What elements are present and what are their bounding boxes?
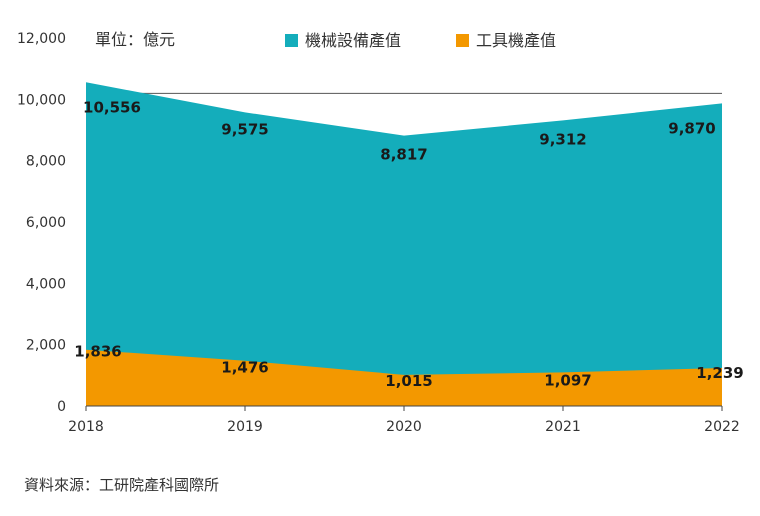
y-tick-label: 10,000	[17, 92, 66, 108]
data-label-machinery: 9,575	[221, 120, 268, 138]
area-machinery-value	[86, 82, 722, 407]
unit-label: 單位：億元	[95, 30, 175, 49]
data-label-machinery: 8,817	[380, 146, 427, 164]
y-tick-label: 12,000	[17, 31, 66, 47]
data-label-machinery: 9,870	[668, 119, 715, 137]
legend-label-tools: 工具機產值	[476, 31, 556, 50]
data-label-tools: 1,239	[696, 364, 743, 382]
y-tick-label: 0	[57, 399, 66, 415]
x-tick-label: 2018	[68, 419, 104, 435]
data-label-tools: 1,836	[74, 343, 121, 361]
area-machine-tool-value	[86, 349, 722, 406]
data-label-tools: 1,476	[221, 359, 268, 377]
x-tick-label: 2021	[545, 419, 581, 435]
data-labels-tools: 1,836 1,476 1,015 1,097 1,239	[74, 343, 743, 390]
legend-item-tools: 工具機產值	[456, 31, 556, 50]
legend: 機械設備產值 工具機產值	[285, 31, 556, 50]
y-tick-label: 4,000	[26, 276, 66, 292]
data-label-machinery: 9,312	[539, 130, 586, 148]
y-axis-ticks: 0 2,000 4,000 6,000 8,000 10,000 12,000	[17, 31, 66, 415]
x-tick-label: 2019	[227, 419, 263, 435]
legend-item-machinery: 機械設備產值	[285, 31, 401, 50]
y-tick-label: 2,000	[26, 338, 66, 354]
data-label-machinery: 10,556	[83, 98, 141, 116]
x-axis-tick-marks	[85, 406, 723, 411]
data-label-tools: 1,015	[385, 372, 432, 390]
y-tick-label: 8,000	[26, 154, 66, 170]
data-label-tools: 1,097	[544, 371, 591, 389]
legend-swatch-tools	[456, 34, 469, 47]
x-tick-label: 2020	[386, 419, 422, 435]
legend-label-machinery: 機械設備產值	[305, 31, 401, 50]
x-tick-label: 2022	[704, 419, 740, 435]
legend-swatch-machinery	[285, 34, 298, 47]
source-note: 資料來源：工研院產科國際所	[24, 476, 220, 494]
data-labels-machinery: 10,556 9,575 8,817 9,312 9,870	[83, 98, 716, 163]
y-tick-label: 6,000	[26, 215, 66, 231]
x-axis-ticks: 2018 2019 2020 2021 2022	[68, 419, 740, 435]
